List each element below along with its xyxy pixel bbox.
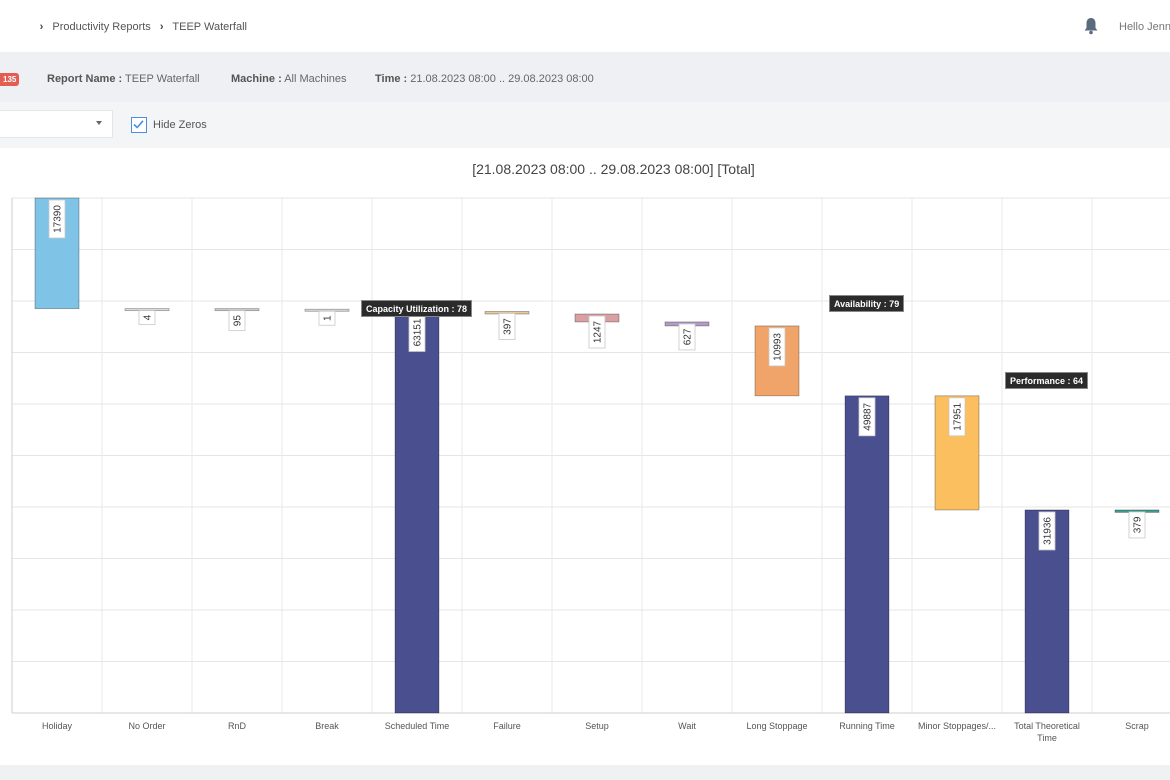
time-value: 21.08.2023 08:00 .. 29.08.2023 08:00 xyxy=(410,73,594,85)
data-label: 10993 xyxy=(768,327,786,367)
report-name-label: Report Name : xyxy=(47,73,123,85)
bell-icon[interactable] xyxy=(1083,17,1099,35)
report-name: Report Name : TEEP Waterfall xyxy=(47,73,200,85)
machine-value: All Machines xyxy=(284,73,347,85)
data-label-text: 31936 xyxy=(1043,517,1054,545)
data-label-text: 49887 xyxy=(863,402,874,430)
data-label: 49887 xyxy=(858,397,876,437)
data-label-box xyxy=(228,310,246,332)
data-label-text: 4 xyxy=(143,314,154,320)
machine-info: Machine : All Machines xyxy=(231,73,347,85)
data-label-text: 10993 xyxy=(773,333,784,361)
data-label: 627 xyxy=(678,323,696,351)
data-label-box xyxy=(138,310,156,326)
footer-bar xyxy=(0,765,1170,780)
breadcrumb-item-teep-waterfall: TEEP Waterfall xyxy=(172,21,247,33)
data-label-box xyxy=(1038,511,1056,551)
data-label: 379 xyxy=(1128,511,1146,539)
data-label-box xyxy=(768,327,786,367)
bar-scheduled-time xyxy=(394,311,440,714)
x-tick-label: Minor Stoppages/... xyxy=(918,721,996,731)
x-tick-label: RnD xyxy=(228,721,247,731)
top-bar: eports › Productivity Reports › TEEP Wat… xyxy=(0,0,1170,52)
data-label-box xyxy=(678,323,696,351)
hide-zeros-label[interactable]: Hide Zeros xyxy=(153,119,207,131)
annotation-tooltip: Capacity Utilization : 78 xyxy=(361,300,473,317)
chevron-right-icon: › xyxy=(39,21,44,33)
report-id-card xyxy=(0,13,33,45)
data-label-text: 95 xyxy=(233,315,244,327)
data-label-box xyxy=(858,397,876,437)
time-label: Time : xyxy=(375,73,408,85)
data-label: 63151 xyxy=(408,313,426,352)
report-id-badge: 135 xyxy=(0,73,20,86)
data-label: 31936 xyxy=(1038,511,1056,551)
x-tick-label: Break xyxy=(315,721,339,731)
data-label-text: 627 xyxy=(683,328,694,345)
data-label-box xyxy=(588,315,606,349)
data-label: 17390 xyxy=(48,199,66,239)
x-tick-label: Setup xyxy=(585,721,609,731)
data-label-text: 17390 xyxy=(53,205,64,233)
view-select[interactable] xyxy=(0,110,113,138)
annotation-tooltip: Performance : 64 xyxy=(1005,372,1089,389)
report-info-bar xyxy=(0,52,1170,102)
data-label-box xyxy=(48,199,66,239)
data-label: 397 xyxy=(498,313,516,340)
data-label-box xyxy=(498,313,516,340)
x-tick-label: Holiday xyxy=(42,721,73,731)
x-tick-label: Wait xyxy=(678,721,696,731)
x-tick-label: Scrap xyxy=(1125,721,1149,731)
caret-down-icon[interactable] xyxy=(96,121,102,125)
data-label: 1247 xyxy=(588,315,606,349)
data-label-text: 379 xyxy=(1133,516,1144,533)
checkmark-icon xyxy=(133,120,144,129)
hide-zeros-checkbox[interactable] xyxy=(131,117,147,133)
user-greeting[interactable]: Hello Jenn xyxy=(1119,21,1170,33)
data-label: 95 xyxy=(228,310,246,332)
x-tick-label: Time xyxy=(1037,733,1057,743)
data-label-text: 17951 xyxy=(953,402,964,430)
x-tick-label: Total Theoretical xyxy=(1014,721,1080,731)
chevron-right-icon: › xyxy=(159,21,164,33)
data-label-box xyxy=(318,310,336,326)
time-info: Time : 21.08.2023 08:00 .. 29.08.2023 08… xyxy=(375,73,594,85)
x-tick-label: No Order xyxy=(128,721,165,731)
report-name-value: TEEP Waterfall xyxy=(125,73,200,85)
data-label: 1 xyxy=(318,310,336,326)
bar-running-time xyxy=(844,395,890,714)
filter-bar xyxy=(0,102,1170,148)
machine-label: Machine : xyxy=(231,73,282,85)
x-tick-label: Running Time xyxy=(839,721,895,731)
chart-title: [21.08.2023 08:00 .. 29.08.2023 08:00] [… xyxy=(472,161,755,177)
data-label-box xyxy=(1128,511,1146,539)
x-tick-label: Long Stoppage xyxy=(746,721,807,731)
data-label-box xyxy=(948,397,966,437)
data-label-text: 397 xyxy=(503,318,514,335)
data-label: 4 xyxy=(138,310,156,326)
breadcrumb-item-productivity-reports[interactable]: Productivity Reports xyxy=(52,21,151,33)
x-tick-label: Scheduled Time xyxy=(385,721,450,731)
annotation-tooltip: Availability : 79 xyxy=(829,295,905,312)
data-label: 17951 xyxy=(948,397,966,437)
data-label-text: 1247 xyxy=(593,320,604,343)
data-label-text: 63151 xyxy=(413,318,424,346)
data-label-text: 1 xyxy=(323,315,334,321)
x-tick-label: Failure xyxy=(493,721,521,731)
